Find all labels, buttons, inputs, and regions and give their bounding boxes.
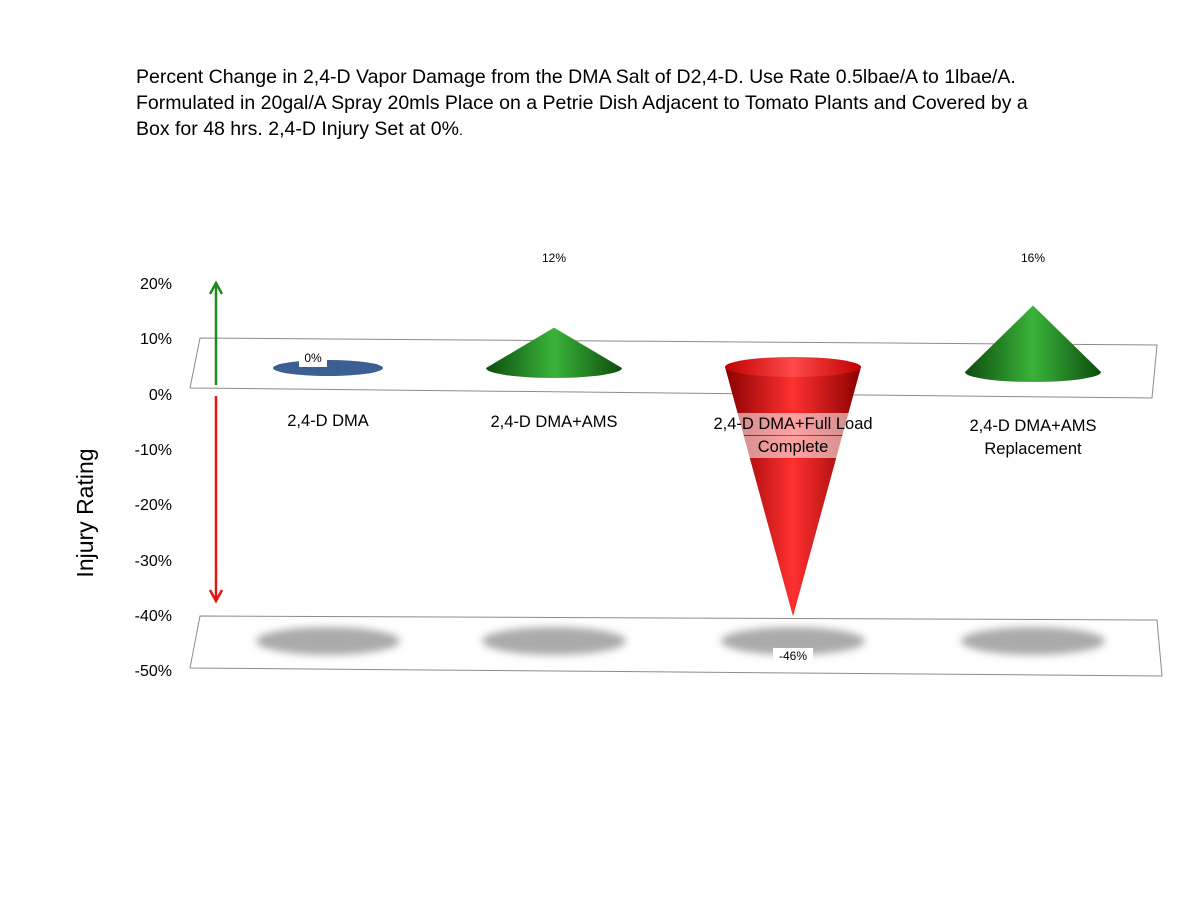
chart-title-line-1: Percent Change in 2,4-D Vapor Damage fro… [136, 66, 1016, 88]
y-tick-label: 0% [149, 387, 172, 404]
data-label: 0% [304, 351, 322, 365]
data-labels: 0% 12% -46% 16% [299, 251, 1045, 665]
category-label: Replacement [984, 440, 1082, 458]
bar-mark [273, 360, 383, 376]
category-label: Complete [758, 438, 829, 456]
decrease-arrow [208, 396, 224, 604]
data-label-box [299, 350, 327, 367]
floor-shadows [256, 627, 1105, 655]
data-label-box [773, 648, 813, 665]
category-label-backing [735, 436, 851, 458]
zero-plane [189, 337, 1158, 399]
category-label: 2,4-D DMA+Full Load [713, 415, 872, 433]
bar-mark [486, 327, 622, 378]
increase-arrow [208, 280, 224, 385]
y-tick-label: 10% [140, 331, 172, 348]
shadow-mark [482, 627, 626, 655]
data-label: 12% [542, 251, 566, 265]
y-tick-label: -20% [135, 497, 172, 514]
data-label: 16% [1021, 251, 1045, 265]
cone-body [725, 367, 861, 617]
category-label-backing [735, 413, 851, 435]
y-axis-label: Injury Rating [72, 448, 98, 577]
y-tick-label: 20% [140, 276, 172, 293]
cone-top [725, 357, 861, 377]
chart-title-line-2: Formulated in 20gal/A Spray 20mls Place … [136, 92, 1028, 114]
y-tick-label: -50% [135, 663, 172, 680]
chart-title-period: . [458, 122, 463, 138]
shadow-mark [721, 627, 865, 655]
shadow-mark [256, 627, 400, 655]
cone-body [486, 327, 622, 378]
data-label: -46% [779, 649, 807, 663]
category-label: 2,4-D DMA+AMS [491, 413, 618, 431]
category-label: 2,4-D DMA+AMS [970, 417, 1097, 435]
y-tick-label: -10% [135, 442, 172, 459]
category-label: 2,4-D DMA [287, 412, 369, 430]
chart-title: Percent Change in 2,4-D Vapor Damage fro… [136, 64, 1136, 143]
chart-title-line-3-text: Box for 48 hrs. 2,4-D Injury Set at 0% [136, 118, 459, 140]
cone-body [965, 305, 1101, 382]
floor-plane [189, 615, 1163, 677]
shadow-mark [961, 627, 1105, 655]
bar-mark [965, 305, 1101, 382]
y-tick-label: -40% [135, 608, 172, 625]
chart-title-line-3: Box for 48 hrs. 2,4-D Injury Set at 0%. [136, 116, 1136, 143]
y-tick-labels: 20% 10% 0% -10% -20% -30% -40% -50% [135, 276, 172, 680]
category-labels: 2,4-D DMA 2,4-D DMA+AMS 2,4-D DMA+Full Loa… [287, 412, 1097, 458]
y-tick-label: -30% [135, 553, 172, 570]
bar-mark [725, 357, 861, 617]
